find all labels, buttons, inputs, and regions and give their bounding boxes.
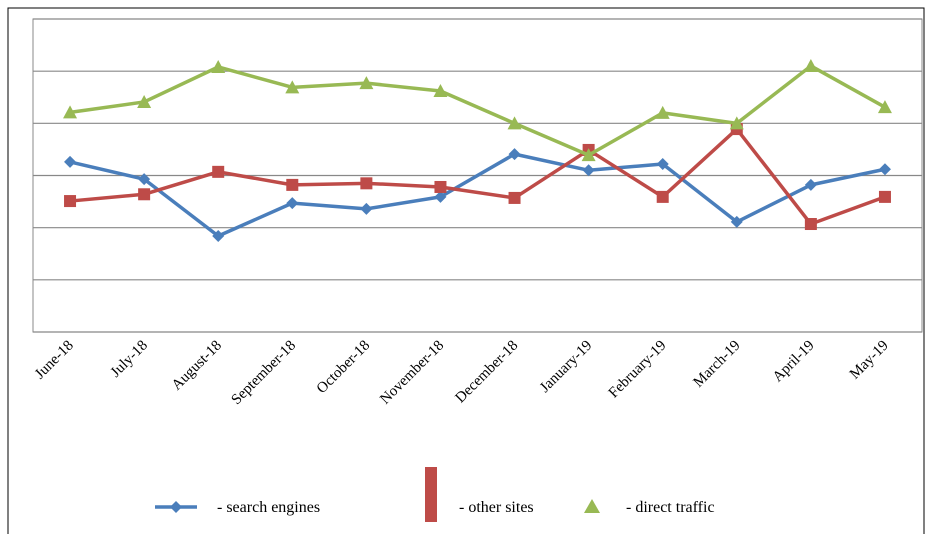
x-tick-label: June-18 <box>32 338 77 383</box>
point <box>508 148 521 161</box>
point <box>286 197 299 210</box>
point <box>656 158 669 171</box>
point <box>878 190 891 203</box>
legend-entry: - search engines <box>155 499 320 516</box>
point <box>804 218 817 231</box>
legend-entry: - other sites <box>425 467 534 522</box>
x-tick-label: August-18 <box>169 338 225 394</box>
point <box>64 195 77 208</box>
legend-label: - search engines <box>217 499 320 516</box>
x-tick-label: March-19 <box>690 338 743 391</box>
point <box>582 164 595 177</box>
x-tick-label: October-18 <box>314 338 373 397</box>
point <box>581 148 596 162</box>
point <box>434 180 447 193</box>
point <box>877 100 892 114</box>
series-line <box>69 152 886 238</box>
point <box>212 165 225 178</box>
point <box>803 58 818 72</box>
series-line <box>69 64 886 157</box>
legend-marker <box>584 499 600 513</box>
point <box>655 105 670 119</box>
point <box>64 155 77 168</box>
point <box>360 177 373 190</box>
x-tick-label: July-18 <box>108 338 151 381</box>
point <box>508 191 521 204</box>
point <box>433 83 448 97</box>
x-tick-label: February-19 <box>606 338 670 402</box>
point <box>656 190 669 203</box>
x-tick-label: September-18 <box>229 338 300 409</box>
point <box>286 178 299 191</box>
legend-marker <box>170 501 182 513</box>
x-tick-label: May-19 <box>847 338 892 383</box>
x-tick-label: December-18 <box>453 338 522 407</box>
series-line <box>69 127 886 226</box>
point <box>137 94 152 108</box>
point <box>285 80 300 94</box>
point <box>359 76 374 90</box>
x-tick-label: November-18 <box>377 338 447 408</box>
x-tick-label: January-19 <box>537 338 595 396</box>
point <box>804 178 817 191</box>
point <box>138 188 151 201</box>
point <box>138 173 151 186</box>
point <box>211 59 226 73</box>
legend-label: - direct traffic <box>626 499 715 516</box>
point <box>730 215 743 228</box>
point <box>729 116 744 130</box>
point <box>434 190 447 203</box>
legend-entry: - direct traffic <box>584 499 715 516</box>
legend-label: - other sites <box>459 499 534 516</box>
x-tick-label: April-19 <box>770 338 818 386</box>
point <box>507 116 522 130</box>
point <box>212 230 225 243</box>
point <box>63 105 78 119</box>
point <box>360 202 373 215</box>
legend-marker <box>425 467 437 522</box>
point <box>878 163 891 176</box>
